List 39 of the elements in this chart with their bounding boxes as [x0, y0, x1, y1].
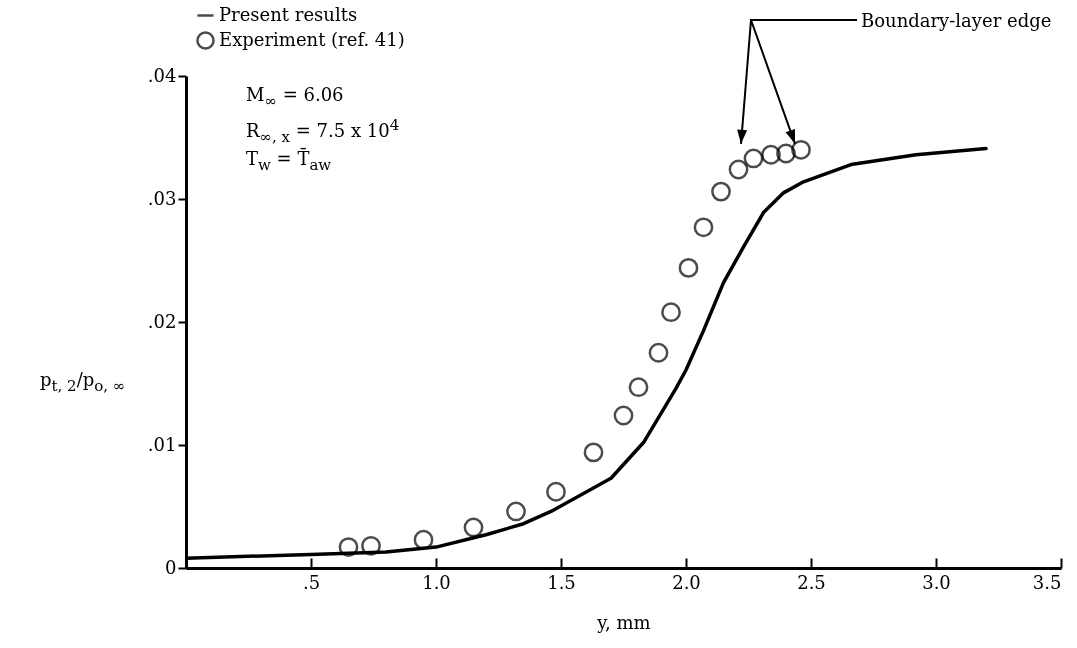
point — [693, 217, 714, 238]
text: Boundary-layer edge — [861, 10, 1052, 31]
point — [661, 302, 681, 323]
x-axis-title: y, mm — [596, 611, 651, 633]
point — [776, 143, 796, 164]
point — [613, 405, 634, 426]
point — [546, 481, 566, 502]
y-tick-label: .02 — [147, 310, 177, 332]
point — [463, 517, 484, 538]
point — [791, 139, 811, 160]
point — [583, 442, 604, 463]
point — [678, 257, 699, 278]
x-tick-label: .5 — [302, 571, 321, 593]
x-tick-label: 1.5 — [547, 571, 576, 593]
y-tick-label: .04 — [147, 64, 177, 86]
point — [506, 501, 526, 522]
point — [711, 181, 731, 202]
annotation: T$_{w}$ = T̄$_{aw}$ — [246, 148, 332, 174]
point — [728, 159, 749, 180]
point — [338, 537, 359, 557]
legend-label: Present results — [219, 3, 358, 25]
point — [413, 529, 434, 550]
point — [361, 535, 381, 556]
legend-label: Experiment (ref. 41) — [219, 28, 405, 50]
annotation: M$_{∞}$ = 6.06 — [246, 84, 344, 110]
y-tick-label: 0 — [165, 556, 177, 578]
point — [743, 148, 764, 169]
point — [761, 144, 781, 165]
y-axis-title: p$_{t, 2}$/p$_{o, ∞}$ — [40, 369, 126, 395]
x-tick-label: 2.0 — [672, 571, 701, 593]
x-tick-label: 1.0 — [422, 571, 451, 593]
point — [648, 342, 669, 363]
point — [628, 377, 649, 398]
y-tick-label: .03 — [147, 187, 177, 209]
annotation: R$_{∞, x}$ = 7.5 x 10$^{4}$ — [246, 116, 400, 146]
x-tick-label: 3.5 — [1032, 571, 1062, 593]
x-tick-label: 3.0 — [922, 571, 951, 593]
x-tick-label: 2.5 — [797, 571, 826, 593]
y-tick-label: .01 — [147, 433, 177, 455]
